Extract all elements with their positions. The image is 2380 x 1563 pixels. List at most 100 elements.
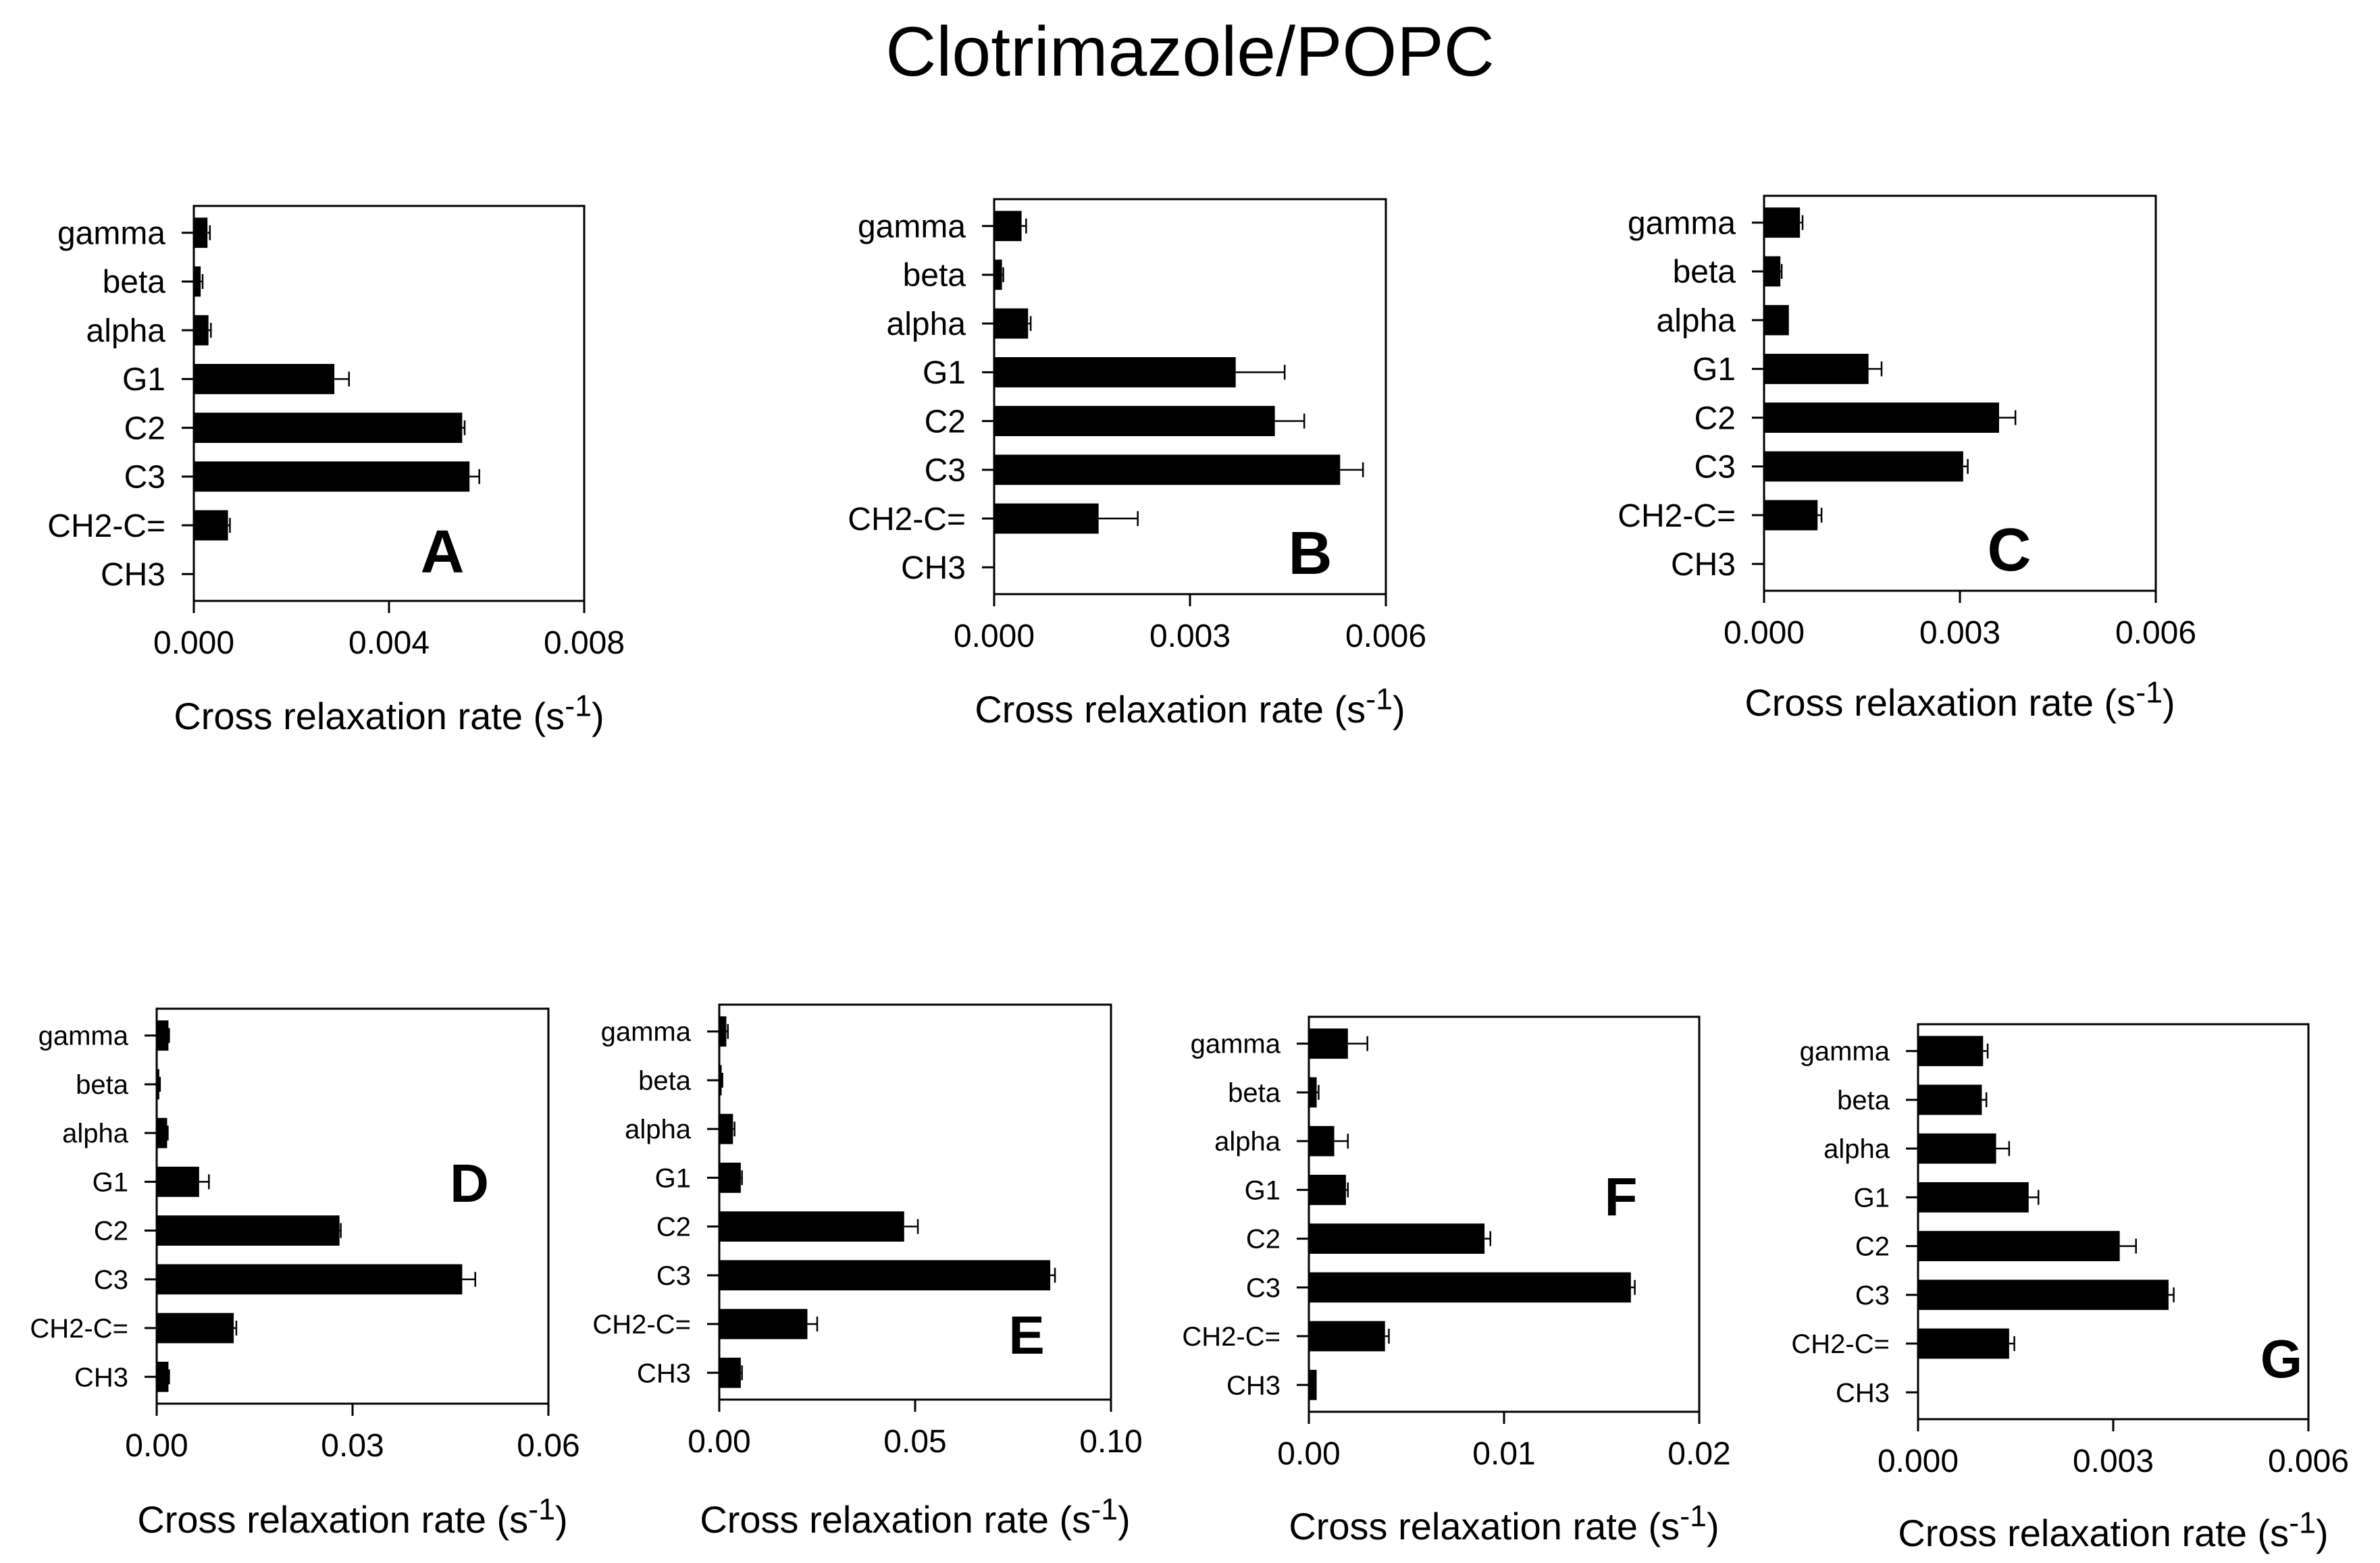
category-label: CH2-C=: [30, 1314, 128, 1344]
category-label: gamma: [858, 209, 966, 245]
bar: [719, 1113, 733, 1144]
x-axis-label: Cross relaxation rate (s-1): [174, 689, 604, 737]
x-axis-label-sup: -1: [528, 1492, 555, 1526]
category-label: G1: [923, 355, 966, 391]
x-axis-label-main: Cross relaxation rate (s: [1289, 1505, 1680, 1547]
bar: [194, 217, 208, 248]
x-axis-label: Cross relaxation rate (s-1): [137, 1492, 567, 1541]
x-tick-label: 0.01: [1472, 1436, 1535, 1472]
bar: [157, 1215, 340, 1246]
category-label: CH3: [74, 1362, 128, 1392]
category-label: CH3: [1226, 1371, 1280, 1400]
bar: [157, 1020, 169, 1051]
bar: [719, 1260, 1051, 1291]
panel-label: A: [421, 519, 465, 586]
bar: [1309, 1077, 1317, 1108]
figure-title: Clotrimazole/POPC: [885, 13, 1495, 91]
x-axis-label-sup: -1: [1680, 1499, 1707, 1533]
category-label: C3: [94, 1265, 128, 1295]
plot-frame: [1308, 1015, 1701, 1413]
x-tick-label: 0.00: [688, 1424, 750, 1460]
category-label: alpha: [62, 1119, 129, 1148]
category-label: beta: [103, 265, 166, 300]
chart-panel-d: gamma beta alpha G1 C2 C3 CH2-C= CH3 0.00 0.03 0.0…: [30, 1007, 580, 1541]
category-label: gamma: [57, 216, 165, 252]
category-label: C2: [1246, 1225, 1280, 1254]
category-label: C2: [1855, 1232, 1890, 1262]
x-axis-label-close: ): [1707, 1505, 1719, 1547]
x-axis-label-sup: -1: [565, 689, 592, 722]
bar: [1918, 1133, 1996, 1164]
x-axis-label: Cross relaxation rate (s-1): [1898, 1506, 2328, 1554]
category-label: gamma: [1191, 1030, 1281, 1059]
category-label: CH2-C=: [592, 1310, 691, 1340]
x-axis-label-close: ): [1393, 688, 1405, 731]
x-tick-label: 0.10: [1079, 1424, 1142, 1460]
category-label: G1: [655, 1163, 691, 1193]
x-tick-label: 0.000: [1878, 1443, 1959, 1479]
x-axis-label-main: Cross relaxation rate (s: [137, 1498, 528, 1541]
x-tick-label: 0.003: [2073, 1443, 2154, 1479]
x-tick-label: 0.02: [1667, 1436, 1730, 1472]
bar: [1918, 1231, 2120, 1261]
category-label: CH2-C=: [1791, 1329, 1890, 1359]
bar: [1764, 354, 1869, 384]
x-axis-label-close: ): [555, 1498, 568, 1541]
bar: [194, 315, 209, 346]
category-label: C2: [94, 1217, 128, 1246]
category-label: G1: [1692, 352, 1736, 388]
category-label: gamma: [1628, 206, 1736, 242]
category-label: beta: [76, 1070, 129, 1100]
category-label: beta: [638, 1066, 692, 1096]
bar: [1764, 500, 1818, 531]
category-label: alpha: [86, 313, 166, 349]
category-label: G1: [122, 362, 165, 398]
category-label: CH2-C=: [47, 508, 165, 544]
category-label: C2: [1695, 400, 1736, 436]
plot-frame: [1917, 1023, 2310, 1421]
bar: [1764, 451, 1963, 482]
category-label: G1: [1245, 1175, 1280, 1205]
x-axis-label-sup: -1: [1366, 682, 1393, 716]
bar: [1918, 1036, 1984, 1067]
bar: [994, 211, 1022, 242]
bar: [994, 406, 1275, 436]
panel-label: B: [1289, 520, 1333, 587]
bar: [194, 266, 201, 297]
category-label: G1: [1854, 1183, 1890, 1213]
category-label: gamma: [38, 1022, 129, 1051]
chart-panel-b: gamma beta alpha G1 C2 C3 CH2-C= CH3 0.000 0.003 0…: [848, 198, 1426, 731]
x-axis-label-sup: -1: [1091, 1492, 1118, 1526]
category-label: alpha: [1823, 1134, 1890, 1164]
x-tick-label: 0.008: [544, 625, 625, 661]
category-label: CH3: [1836, 1378, 1890, 1408]
bar: [1764, 304, 1789, 336]
bar: [157, 1167, 199, 1197]
category-label: gamma: [601, 1017, 692, 1047]
category-label: C2: [124, 410, 165, 446]
category-label: C2: [925, 404, 966, 440]
bar: [994, 357, 1236, 388]
x-tick-label: 0.00: [1277, 1436, 1340, 1472]
category-label: CH2-C=: [1618, 498, 1736, 534]
bar: [1918, 1084, 1982, 1115]
bar: [194, 364, 335, 394]
bar: [719, 1308, 808, 1340]
bar: [994, 454, 1341, 485]
category-label: C3: [656, 1261, 691, 1291]
panel-label: E: [1008, 1305, 1044, 1365]
category-label: gamma: [1800, 1037, 1890, 1067]
category-label: beta: [1837, 1086, 1890, 1115]
bar: [719, 1163, 741, 1193]
bar: [994, 503, 1099, 534]
x-axis-label: Cross relaxation rate (s-1): [1289, 1499, 1719, 1547]
bar: [194, 413, 463, 443]
bar: [719, 1016, 727, 1047]
category-label: CH2-C=: [1182, 1322, 1280, 1352]
x-axis-label-main: Cross relaxation rate (s: [174, 695, 565, 737]
x-tick-label: 0.00: [125, 1428, 188, 1464]
x-axis-label-main: Cross relaxation rate (s: [1898, 1512, 2289, 1554]
x-axis-label-close: ): [2163, 681, 2175, 724]
chart-panel-g: gamma beta alpha G1 C2 C3 CH2-C= CH3 0.000 0.003 0…: [1791, 1023, 2349, 1554]
x-tick-label: 0.05: [883, 1424, 946, 1460]
